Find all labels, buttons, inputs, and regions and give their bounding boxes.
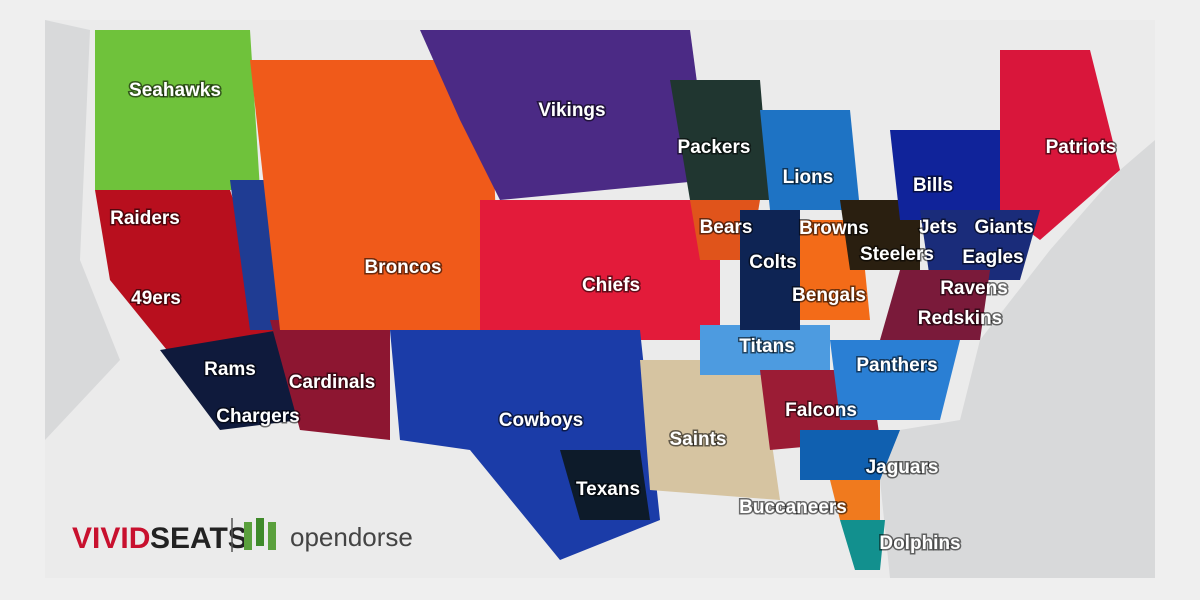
team-label: Buccaneers (739, 497, 847, 518)
team-label: Panthers (856, 355, 937, 376)
region (160, 330, 300, 430)
region (95, 30, 260, 190)
team-label: Saints (669, 429, 726, 450)
team-regions (95, 30, 1120, 570)
icon (268, 522, 276, 550)
brand-seats: SEATS (150, 522, 248, 555)
icon (244, 522, 252, 550)
brand-logos: VIVID SEATS opendorse (72, 518, 413, 555)
region (920, 210, 1040, 280)
team-label: Jaguars (866, 457, 939, 478)
team-label: Lions (783, 167, 834, 188)
team-label: Jets (919, 217, 957, 238)
region (800, 430, 900, 480)
team-label: Browns (799, 218, 869, 239)
team-label: Raiders (110, 208, 180, 229)
region (250, 60, 500, 330)
team-label: Colts (749, 252, 797, 273)
team-label: Steelers (860, 244, 934, 265)
team-label: Eagles (962, 247, 1023, 268)
region (95, 190, 280, 360)
team-label: Bengals (792, 285, 866, 306)
region (760, 110, 860, 210)
team-label: Redskins (918, 308, 1002, 329)
brand-vivid: VIVID (72, 522, 150, 555)
region (830, 340, 960, 420)
team-label: Giants (974, 217, 1033, 238)
region (740, 210, 800, 330)
region (880, 270, 990, 340)
team-label: Falcons (785, 400, 857, 421)
team-label: Rams (204, 359, 256, 380)
region (1000, 50, 1120, 240)
team-label: Ravens (940, 278, 1008, 299)
team-label: Titans (739, 336, 795, 357)
region (840, 520, 885, 570)
team-label: 49ers (131, 288, 181, 309)
team-label: Cowboys (499, 410, 583, 431)
region (270, 320, 390, 440)
region (420, 30, 710, 200)
team-label: Patriots (1046, 137, 1117, 158)
region (890, 130, 1010, 220)
team-label: Texans (576, 479, 640, 500)
team-label: Chiefs (582, 275, 640, 296)
team-label: Chargers (216, 406, 299, 427)
team-label: Cardinals (289, 372, 376, 393)
region (670, 80, 770, 200)
team-label: Seahawks (129, 80, 221, 101)
region (560, 450, 650, 520)
team-label: Packers (678, 137, 751, 158)
region (700, 325, 830, 375)
icon (256, 518, 264, 546)
team-label: Bears (700, 217, 753, 238)
team-label: Dolphins (879, 533, 960, 554)
region (480, 200, 720, 340)
region (640, 360, 780, 500)
team-label: Bills (913, 175, 953, 196)
region (830, 480, 880, 520)
team-label: Vikings (538, 100, 605, 121)
team-label: Broncos (364, 257, 441, 278)
brand-partner: opendorse (290, 522, 413, 552)
